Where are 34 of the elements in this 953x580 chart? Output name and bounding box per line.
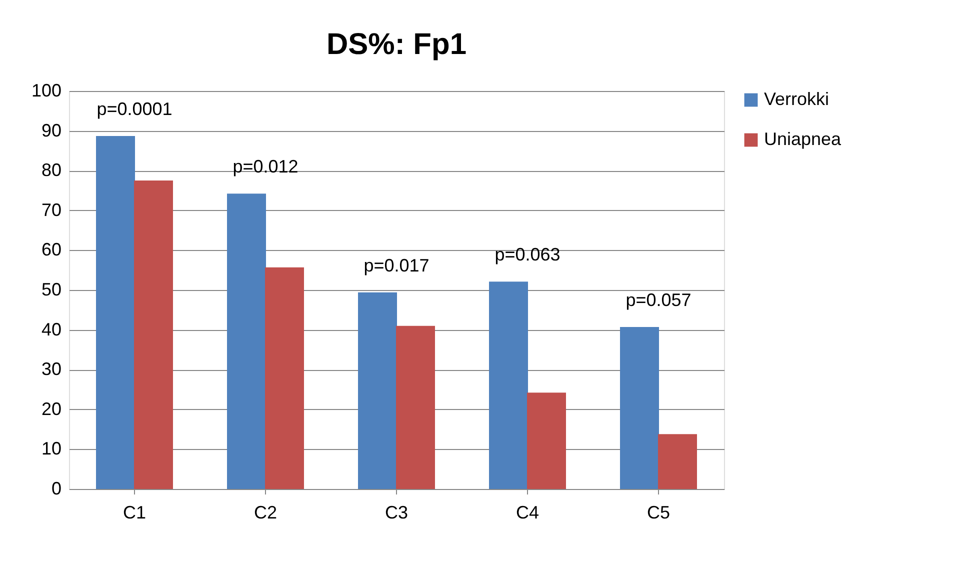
bar [358, 292, 398, 489]
annotation: p=0.012 [232, 156, 298, 177]
y-tick-label: 0 [51, 478, 62, 498]
y-tick-label: 80 [41, 160, 62, 180]
y-tick-label: 100 [31, 80, 62, 100]
x-tick-label: C4 [516, 502, 540, 522]
y-tick-label: 60 [41, 240, 62, 260]
bar [396, 326, 435, 489]
y-tick-label: 30 [41, 359, 62, 380]
annotation: p=0.057 [626, 290, 692, 310]
annotation: p=0.017 [364, 255, 430, 276]
y-tick-label: 40 [41, 319, 62, 340]
bar [134, 180, 173, 489]
y-tick-label: 50 [41, 280, 62, 300]
y-tick-label: 10 [41, 438, 62, 459]
x-tick-label: C2 [254, 502, 278, 522]
bar [96, 136, 136, 489]
bar [620, 327, 660, 489]
x-tick-label: C5 [646, 502, 670, 522]
bar [264, 267, 304, 489]
bar [489, 282, 528, 489]
legend-label: Uniapnea [764, 129, 842, 149]
chart-title: DS%: Fp1 [326, 28, 467, 61]
x-tick-label: C1 [122, 502, 146, 522]
y-tick-label: 70 [41, 200, 62, 220]
y-tick-label: 20 [41, 398, 62, 419]
annotation: p=0.063 [494, 244, 560, 265]
bar [658, 434, 697, 489]
annotation: p=0.0001 [96, 98, 172, 119]
bar [526, 392, 566, 489]
y-tick-label: 90 [41, 120, 62, 140]
legend-label: Verrokki [764, 89, 830, 109]
x-tick-label: C3 [384, 502, 408, 522]
bar [227, 194, 266, 489]
